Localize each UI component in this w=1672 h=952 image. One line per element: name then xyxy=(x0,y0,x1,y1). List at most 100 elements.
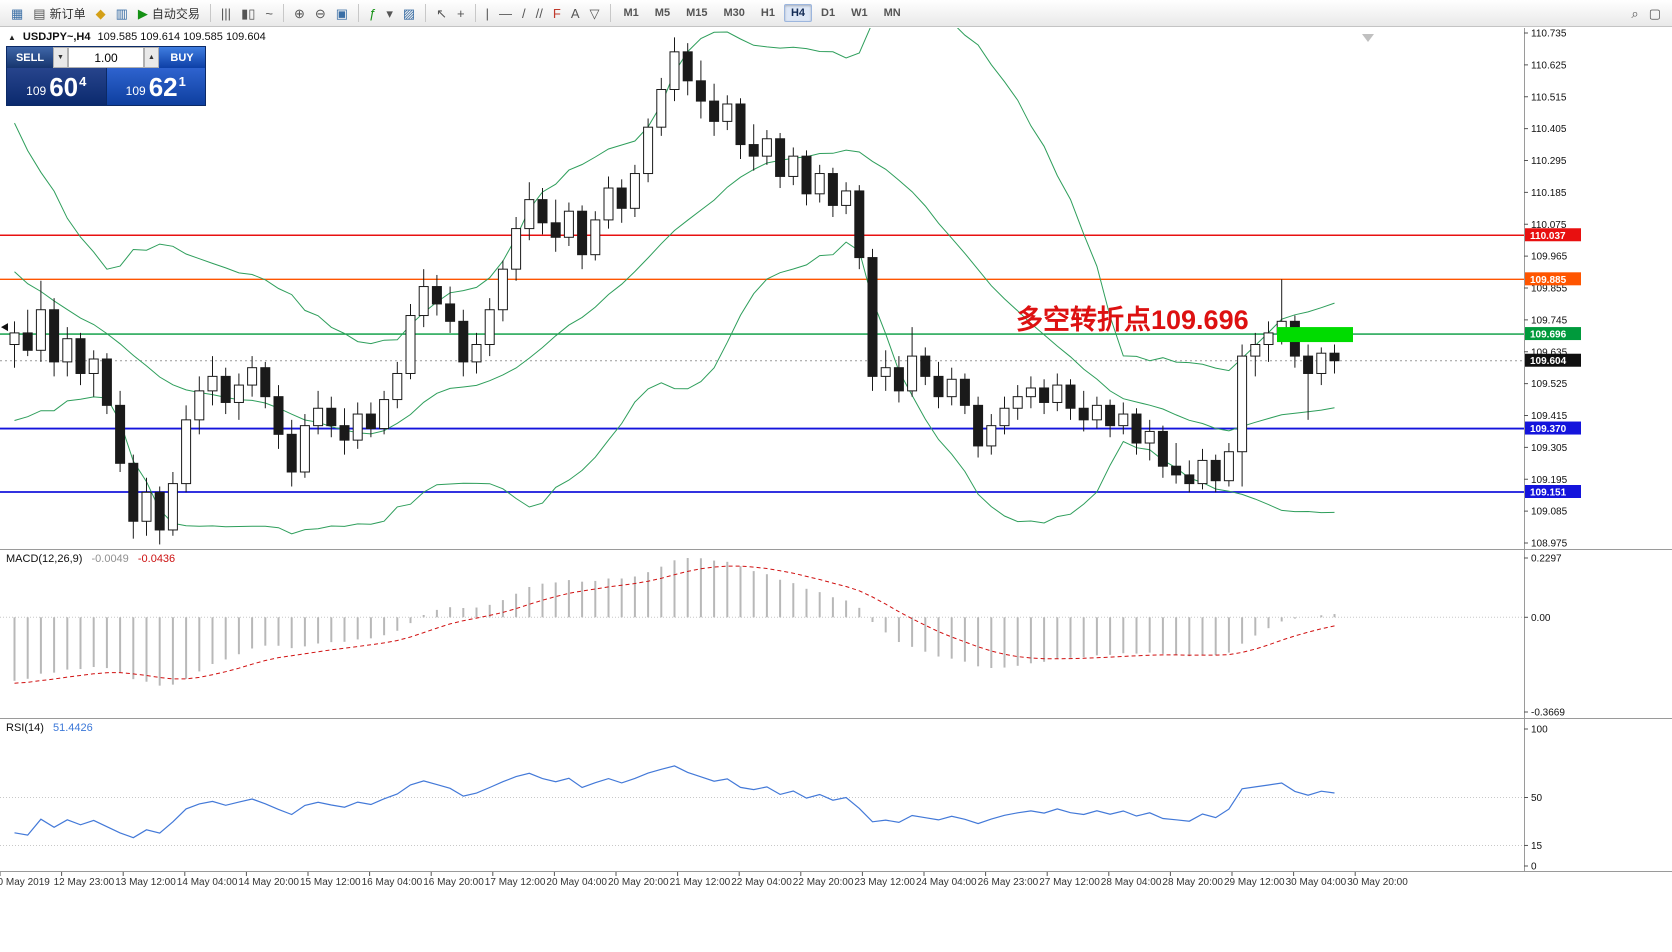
candle-body xyxy=(75,338,86,374)
buy-button[interactable]: BUY xyxy=(159,47,205,68)
price-label-text: 109.604 xyxy=(1530,356,1567,367)
timeframe-h4-button[interactable]: H4 xyxy=(783,4,813,22)
time-label: 15 May 12:00 xyxy=(300,877,361,888)
macd-name: MACD(12,26,9) xyxy=(6,553,83,565)
toolbar-separator xyxy=(209,4,211,22)
horizontal-line-icon: — xyxy=(499,5,513,21)
tile-windows-button[interactable]: ▣ xyxy=(331,5,353,22)
rsi-label: RSI(14) 51.4426 xyxy=(6,722,93,734)
candle-body xyxy=(471,344,482,363)
fullscreen-button[interactable]: ▢ xyxy=(1644,5,1666,22)
vertical-line-button[interactable]: | xyxy=(481,5,494,22)
horizontal-line-button[interactable]: — xyxy=(494,5,517,22)
candle-body xyxy=(154,491,165,531)
candle-body xyxy=(893,367,904,392)
chart-collapse-icon[interactable]: ▲ xyxy=(8,32,16,42)
sell-price-button[interactable]: 109 60 4 xyxy=(7,68,106,105)
templates-button[interactable]: ▨ xyxy=(398,5,420,22)
periods-button[interactable]: ▾ xyxy=(381,5,398,22)
candle-body xyxy=(260,367,271,398)
sell-button[interactable]: SELL xyxy=(7,47,53,68)
timeframe-m1-button[interactable]: M1 xyxy=(623,7,639,19)
chart-title-bar: ▲ USDJPY~,H4 109.585 109.614 109.585 109… xyxy=(8,31,266,43)
candlestick-chart-button[interactable]: ▮▯ xyxy=(236,5,260,22)
new-chart-button[interactable]: ▦ xyxy=(6,5,28,22)
timeframe-mn-button[interactable]: MN xyxy=(883,7,901,19)
candle-body xyxy=(880,367,891,377)
price-tick-label: 110.295 xyxy=(1531,156,1567,167)
zoom-out-button[interactable]: ⊖ xyxy=(310,5,331,22)
candle-body xyxy=(788,155,799,177)
price-tick-label: 110.515 xyxy=(1531,92,1567,103)
candle-body xyxy=(841,190,852,206)
trendline-button[interactable]: / xyxy=(517,5,531,22)
candle-body xyxy=(49,309,60,363)
search-button[interactable]: ⌕ xyxy=(1626,5,1643,22)
profiles-button[interactable]: ◆ xyxy=(91,5,111,22)
autotrading-button[interactable]: ▶ 自动交易 xyxy=(133,3,205,24)
cursor-button[interactable]: ↖ xyxy=(431,5,452,22)
crosshair-button[interactable]: + xyxy=(452,5,470,22)
candle-body xyxy=(392,372,403,401)
volume-increase-button[interactable]: ▲ xyxy=(144,47,159,68)
price-tick-label: 110.075 xyxy=(1531,220,1567,231)
timeframe-w1-button[interactable]: W1 xyxy=(851,7,868,19)
candle-body xyxy=(207,375,218,392)
price-tick-label: 109.415 xyxy=(1531,411,1568,422)
timeframe-d1-button[interactable]: D1 xyxy=(821,7,836,19)
candle-body xyxy=(220,375,231,403)
market-watch-button[interactable]: ▥ xyxy=(111,5,133,22)
time-label: 22 May 20:00 xyxy=(793,877,854,888)
candle-body xyxy=(1197,459,1208,485)
candle-body xyxy=(405,315,416,374)
vertical-line-icon: | xyxy=(485,5,490,21)
fibonacci-button[interactable]: F xyxy=(548,5,566,22)
price-tick-label: 109.525 xyxy=(1531,379,1568,390)
candles-layer xyxy=(9,37,1340,545)
candle-body xyxy=(722,103,733,122)
zoom-in-button[interactable]: ⊕ xyxy=(289,5,310,22)
macd-panel xyxy=(0,558,1524,686)
candle-body xyxy=(115,404,126,464)
sell-price-big: 60 xyxy=(49,71,79,102)
timeframe-h1-button[interactable]: H1 xyxy=(760,7,775,19)
green-rectangle-object[interactable] xyxy=(1277,327,1353,343)
candle-body xyxy=(1263,332,1274,346)
bar-chart-icon: ||| xyxy=(220,5,232,21)
macd-histogram xyxy=(13,558,1336,686)
price-tick-label: 109.305 xyxy=(1531,443,1568,454)
price-tick-label: 109.745 xyxy=(1531,315,1568,326)
candle-body xyxy=(524,199,535,230)
timeframe-m15-button[interactable]: M15 xyxy=(686,7,708,19)
indicators-button[interactable]: ƒ xyxy=(364,5,381,22)
bar-chart-button[interactable]: ||| xyxy=(216,5,236,22)
rsi-line xyxy=(14,765,1335,839)
market-watch-icon: ▥ xyxy=(115,5,128,21)
price-label-text: 109.370 xyxy=(1530,424,1567,435)
timeframe-m30-button[interactable]: M30 xyxy=(723,7,745,19)
arrows-icon: ▽ xyxy=(589,5,600,21)
timeframe-m5-button[interactable]: M5 xyxy=(654,7,671,19)
candle-body xyxy=(537,199,548,224)
candle-body xyxy=(88,358,99,374)
candle-body xyxy=(959,378,970,406)
text-button[interactable]: A xyxy=(566,5,585,22)
macd-signal-value: -0.0436 xyxy=(137,553,176,565)
equidistant-channel-button[interactable]: // xyxy=(531,5,548,22)
zoom-in-icon: ⊕ xyxy=(293,5,305,21)
arrows-button[interactable]: ▽ xyxy=(585,5,605,22)
new-order-button[interactable]: ▤ 新订单 xyxy=(28,3,90,24)
chart-annotation-text[interactable]: 多空转折点109.696 xyxy=(1016,305,1249,335)
autotrading-icon: ▶ xyxy=(137,5,148,21)
candle-body xyxy=(273,396,284,435)
candle-body xyxy=(1025,387,1036,398)
candle-body xyxy=(352,413,363,441)
volume-input[interactable] xyxy=(68,47,144,68)
price-tick-label: 109.085 xyxy=(1531,507,1568,518)
buy-price-button[interactable]: 109 62 1 xyxy=(105,68,205,105)
volume-decrease-button[interactable]: ▼ xyxy=(53,47,68,68)
candle-body xyxy=(1144,430,1155,444)
line-chart-button[interactable]: ~ xyxy=(260,5,278,22)
candle-body xyxy=(128,462,139,522)
